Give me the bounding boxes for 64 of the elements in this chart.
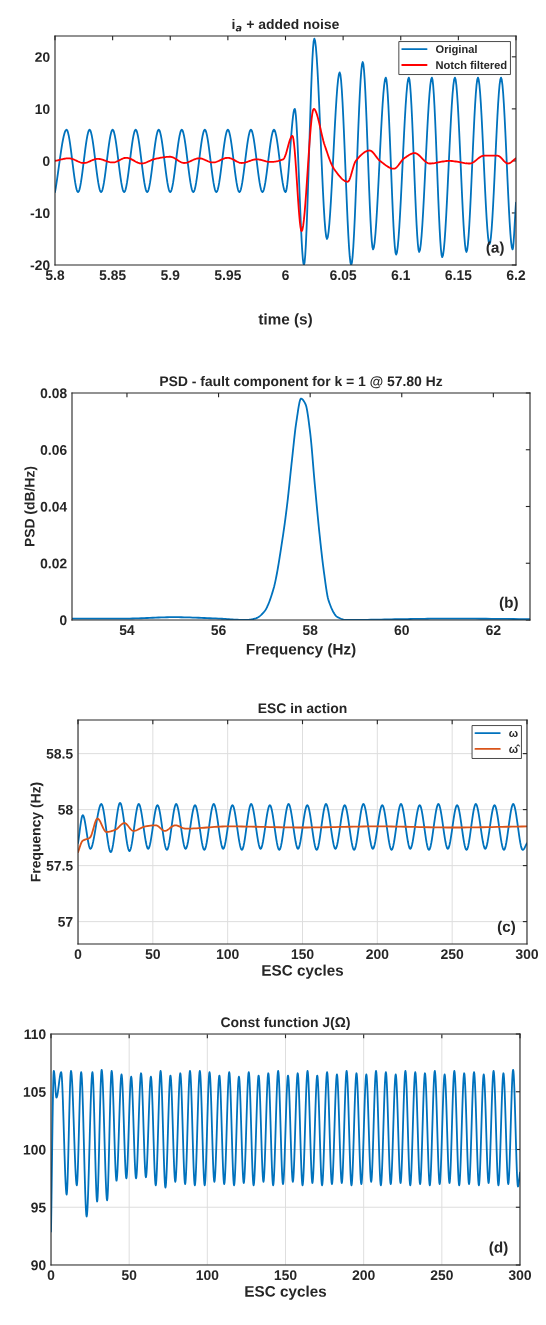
y-tick-label: -10 (30, 208, 50, 219)
x-tick-label: 60 (394, 625, 409, 636)
annotation: (a) (486, 241, 504, 256)
chart-title: PSD - fault component for k = 1 @ 57.80 Hz (160, 375, 443, 389)
x-tick-label: 5.85 (99, 270, 126, 281)
legend-label: ω̂ (509, 744, 521, 753)
x-tick-label: 62 (486, 625, 501, 636)
x-tick-label: 250 (441, 949, 464, 960)
y-tick-label: 0.08 (40, 388, 67, 399)
y-tick-label: 90 (31, 1260, 46, 1271)
legend-label: ω (509, 730, 518, 738)
y-tick-label: 57.5 (46, 861, 73, 871)
x-tick-label: 300 (515, 949, 539, 960)
x-tick-label: 200 (352, 1270, 375, 1281)
y-tick-label: -20 (30, 260, 50, 271)
y-tick-label: 0.06 (40, 445, 67, 455)
x-axis-title: ESC cycles (245, 1285, 327, 1300)
x-tick-label: 6.05 (330, 270, 357, 281)
x-axis-title: Frequency (Hz) (246, 643, 356, 658)
x-tick-label: 200 (366, 949, 389, 960)
x-tick-label: 6.15 (445, 270, 472, 281)
x-tick-label: 5.8 (45, 270, 65, 281)
x-tick-label: 100 (216, 949, 239, 960)
y-tick-label: 0 (42, 156, 50, 167)
x-tick-label: 56 (211, 625, 226, 636)
x-tick-label: 6 (282, 270, 289, 281)
annotation: (b) (499, 596, 518, 611)
x-axis-title: time (s) (258, 313, 312, 328)
x-tick-label: 6.1 (391, 270, 411, 281)
y-tick-label: 105 (23, 1087, 46, 1097)
x-tick-label: 58 (302, 625, 318, 636)
y-tick-label: 0 (59, 615, 67, 626)
chart-title: i$_{a}$ + added noise (232, 18, 339, 32)
x-tick-label: 300 (508, 1270, 532, 1281)
x-tick-label: 50 (121, 1270, 137, 1281)
x-tick-label: 150 (291, 949, 314, 960)
y-axis-title: Frequency (Hz) (30, 782, 44, 882)
y-tick-label: 58.5 (46, 748, 73, 759)
y-tick-label: 0.02 (40, 558, 67, 569)
x-tick-label: 5.9 (161, 270, 180, 281)
legend-label: Original (435, 44, 477, 56)
x-tick-label: 50 (145, 949, 160, 960)
x-tick-label: 250 (430, 1270, 453, 1281)
legend-label: Notch filtered (436, 60, 507, 70)
chart-title: Const function J(Ω) (221, 1016, 350, 1030)
y-tick-label: 0.04 (40, 501, 68, 512)
annotation: (c) (497, 920, 516, 936)
y-tick-label: 58 (58, 804, 73, 815)
x-tick-label: 0 (74, 949, 82, 960)
y-tick-label: 20 (35, 52, 50, 62)
y-axis-title: PSD (dB/Hz) (24, 466, 38, 547)
y-tick-label: 100 (23, 1144, 46, 1155)
chart-title: ESC in action (258, 702, 347, 714)
x-tick-label: 6.2 (506, 270, 526, 281)
y-tick-label: 10 (35, 104, 50, 115)
annotation: (d) (489, 1241, 508, 1256)
y-tick-label: 95 (31, 1202, 46, 1213)
y-tick-label: 110 (24, 1029, 46, 1040)
x-tick-label: 100 (196, 1270, 219, 1281)
x-tick-label: 54 (119, 625, 135, 636)
y-tick-label: 57 (58, 917, 73, 927)
x-tick-label: 5.95 (214, 270, 242, 281)
x-tick-label: 150 (274, 1270, 297, 1281)
x-axis-title: ESC cycles (262, 964, 344, 979)
